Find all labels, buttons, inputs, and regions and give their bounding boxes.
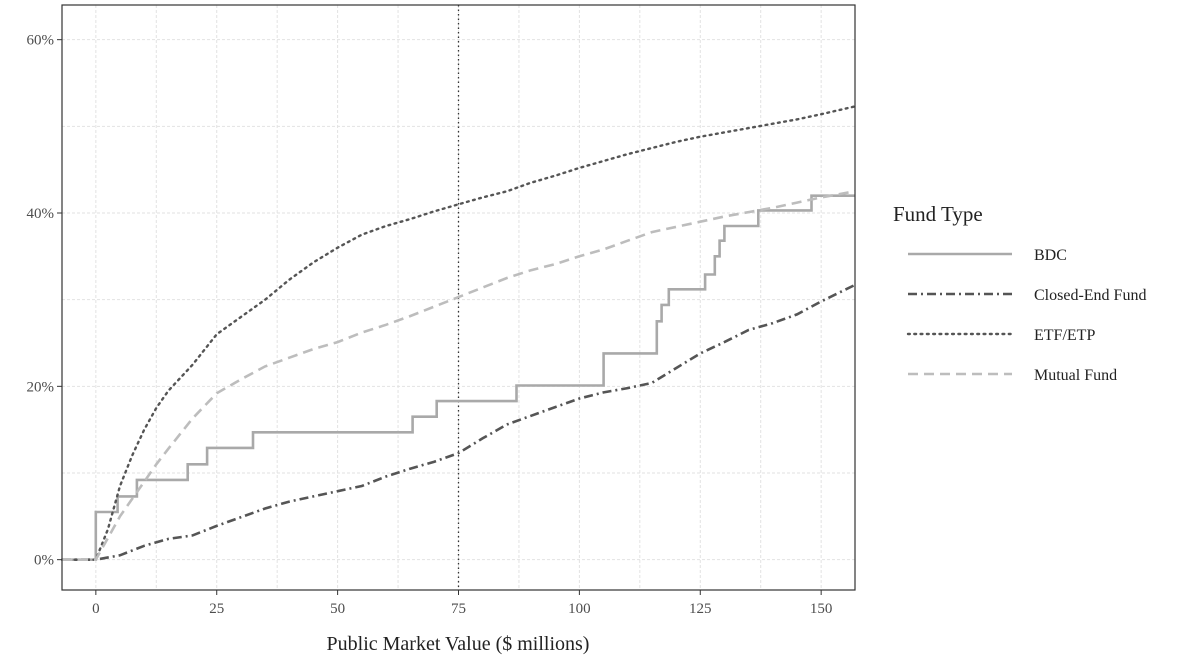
x-tick-label: 125	[689, 601, 712, 617]
y-axis-ticks: 0% 20% 40% 60%	[27, 33, 62, 569]
legend: Fund Type BDC Closed-End Fund ETF/ETP Mutua…	[893, 202, 1146, 384]
legend-label-closed-end-fund: Closed-End Fund	[1034, 287, 1146, 304]
y-tick-label: 0%	[34, 553, 54, 569]
x-tick-label: 50	[330, 601, 345, 617]
y-tick-label: 60%	[27, 33, 55, 49]
y-tick-label: 20%	[27, 379, 55, 395]
x-axis-title: Public Market Value ($ millions)	[327, 633, 590, 655]
legend-label-mutual-fund: Mutual Fund	[1034, 367, 1117, 384]
x-tick-label: 150	[810, 601, 833, 617]
x-tick-label: 100	[568, 601, 591, 617]
x-axis-ticks: 0 25 50 75 100 125 150	[92, 590, 832, 617]
legend-label-etf-etp: ETF/ETP	[1034, 327, 1095, 344]
series-lines	[60, 105, 857, 561]
series-line-bdc	[62, 194, 855, 561]
legend-label-bdc: BDC	[1034, 247, 1067, 264]
x-tick-label: 0	[92, 601, 100, 617]
legend-title: Fund Type	[893, 202, 983, 226]
y-tick-label: 40%	[27, 206, 55, 222]
series-line-mutual-fund	[62, 190, 856, 561]
x-tick-label: 25	[209, 601, 224, 617]
series-line-etf-etp	[60, 105, 857, 561]
x-tick-label: 75	[451, 601, 466, 617]
series-line-closed-end-fund	[62, 283, 856, 561]
